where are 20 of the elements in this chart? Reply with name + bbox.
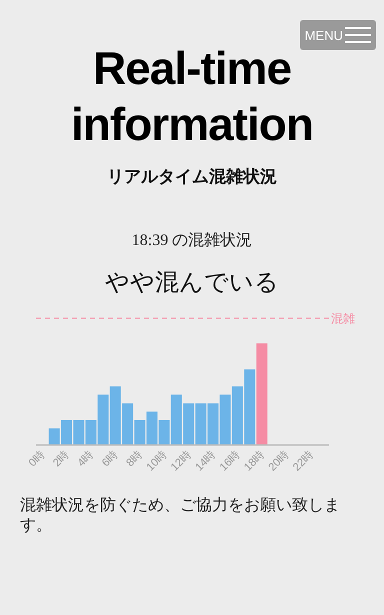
x-tick-label: 22時	[290, 448, 316, 474]
x-tick-label: 4時	[74, 448, 96, 470]
x-tick-label: 0時	[26, 448, 48, 470]
x-tick-label: 20時	[266, 448, 292, 474]
x-tick-label: 2時	[50, 448, 72, 470]
chart-subtitle: リアルタイム混雑状況	[106, 166, 278, 188]
x-tick-label: 18時	[241, 448, 267, 474]
x-tick-label: 6時	[99, 448, 120, 470]
text: MENU	[304, 28, 343, 42]
x-tick-label: 8時	[124, 448, 145, 470]
text: やや混んでいる	[104, 269, 280, 298]
x-tick-label: 12時	[168, 448, 194, 474]
x-tick-label: 14時	[192, 448, 218, 474]
x-tick-label: 10時	[144, 448, 170, 474]
x-tick-label: 16時	[216, 448, 243, 474]
bar	[256, 343, 268, 445]
chart-title: Real-time information	[71, 42, 313, 150]
ref-line-label: 混雑	[331, 311, 355, 326]
text: 18:39 の混雑状況	[130, 231, 254, 251]
text: 混雑状況を防ぐため、ご協力をお願い致します。	[20, 496, 341, 536]
